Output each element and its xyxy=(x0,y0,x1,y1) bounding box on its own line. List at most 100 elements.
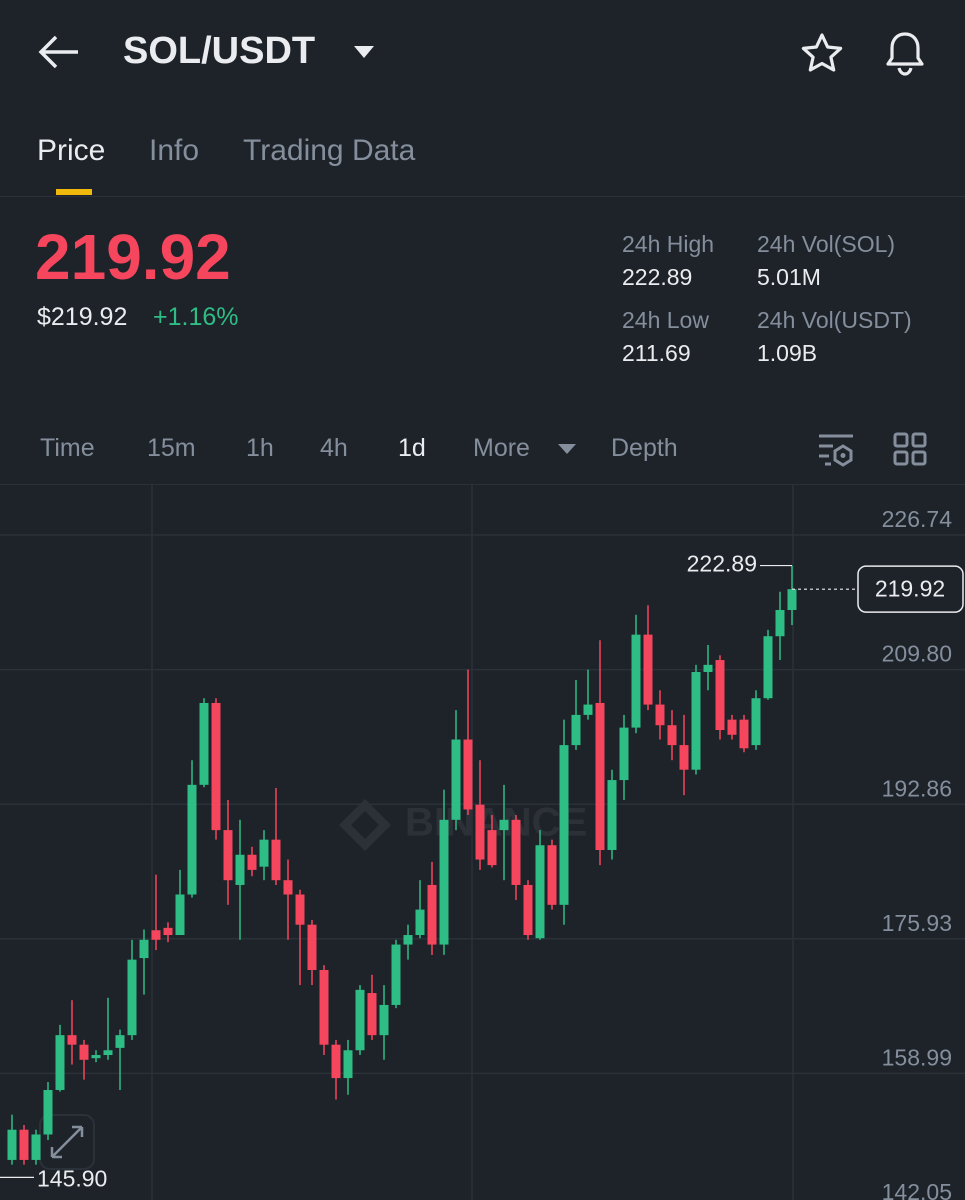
divider xyxy=(0,484,965,485)
candle-body xyxy=(739,719,749,749)
candle-body xyxy=(283,880,293,895)
more-dropdown[interactable] xyxy=(557,443,577,455)
candle-body xyxy=(571,714,581,746)
candle-body xyxy=(67,1035,77,1045)
candle-body xyxy=(487,830,497,866)
candle-body xyxy=(655,704,665,726)
candlestick-chart: BINANCE 226.74209.80192.86175.93158.9914… xyxy=(0,485,965,1200)
candle-body xyxy=(199,702,209,785)
candle-body xyxy=(775,610,785,637)
candle-body xyxy=(667,725,677,746)
candle-body xyxy=(643,634,653,705)
candle-body xyxy=(91,1055,101,1059)
candle-body xyxy=(79,1044,89,1060)
favorite-icon[interactable] xyxy=(800,32,844,76)
candle-body xyxy=(475,804,485,860)
divider xyxy=(0,196,965,197)
candle-body xyxy=(355,989,365,1051)
candle-body xyxy=(751,698,761,746)
y-tick-label: 226.74 xyxy=(882,506,953,532)
interval[interactable]: Depth xyxy=(611,434,678,462)
interval[interactable]: More xyxy=(473,434,530,462)
candle-body xyxy=(535,845,545,939)
candle-body xyxy=(367,993,377,1036)
candle-body xyxy=(511,819,521,885)
last-price: 219.92 xyxy=(35,221,231,293)
candle-body xyxy=(787,589,797,611)
candle-body xyxy=(139,939,149,959)
candle-body xyxy=(703,664,713,672)
candle-body xyxy=(631,634,641,728)
candle-body xyxy=(451,739,461,820)
candle-body xyxy=(439,819,449,945)
candle-body xyxy=(607,780,617,850)
back-button[interactable] xyxy=(38,34,80,70)
tab-indicator xyxy=(56,189,92,195)
candle-body xyxy=(727,719,737,735)
stat-label: 24h Vol(SOL) xyxy=(757,231,896,257)
interval[interactable]: 1d xyxy=(398,434,426,462)
interval[interactable]: 15m xyxy=(147,434,196,462)
candle-body xyxy=(43,1089,53,1135)
candle-body xyxy=(319,969,329,1045)
candle-body xyxy=(391,944,401,1005)
candle-body xyxy=(559,745,569,905)
stat-value: 211.69 xyxy=(622,340,691,366)
candle-body xyxy=(163,927,173,936)
indicator-icon[interactable] xyxy=(817,432,855,468)
candle-body xyxy=(307,924,317,970)
candle-body xyxy=(31,1134,41,1160)
tab[interactable]: Info xyxy=(149,134,200,167)
candle-body xyxy=(259,839,269,867)
candle-body xyxy=(295,894,305,925)
candle-body xyxy=(523,884,533,936)
low-marker-label: 145.90 xyxy=(37,1165,107,1191)
pair-dropdown[interactable] xyxy=(352,44,376,60)
pair-title[interactable]: SOL/USDT xyxy=(123,30,316,72)
high-marker-label: 222.89 xyxy=(687,551,757,577)
candle-body xyxy=(151,930,161,940)
layout-icon[interactable] xyxy=(893,432,927,466)
candle-body xyxy=(271,839,281,881)
candle-body xyxy=(463,739,473,810)
candle-body xyxy=(595,702,605,850)
candle-body xyxy=(211,702,221,831)
stat-value: 222.89 xyxy=(622,264,693,290)
candle-body xyxy=(175,894,185,936)
interval[interactable]: 4h xyxy=(320,434,348,462)
candle-body xyxy=(763,636,773,699)
candle-body xyxy=(691,671,701,770)
candle-body xyxy=(115,1035,125,1048)
candle-body xyxy=(619,727,629,781)
stat-value: 5.01M xyxy=(757,264,821,290)
candle-body xyxy=(19,1129,29,1160)
y-tick-label: 209.80 xyxy=(882,641,952,667)
tab[interactable]: Price xyxy=(37,134,106,167)
last-price-box xyxy=(857,565,964,613)
stat-label: 24h Low xyxy=(622,307,709,333)
tab[interactable]: Trading Data xyxy=(243,134,416,167)
candle-body xyxy=(679,745,689,770)
candle-body xyxy=(379,1004,389,1036)
candle-body xyxy=(127,959,137,1036)
y-tick-label: 175.93 xyxy=(882,910,952,936)
candle-body xyxy=(427,884,437,945)
alert-icon[interactable] xyxy=(882,30,928,76)
y-tick-label: 192.86 xyxy=(882,775,952,801)
interval[interactable]: Time xyxy=(40,434,95,462)
candle-body xyxy=(547,845,557,905)
y-tick-label: 142.05 xyxy=(882,1179,952,1200)
candle-body xyxy=(235,854,245,885)
candle-body xyxy=(583,704,593,715)
candle-body xyxy=(343,1050,353,1079)
stat-label: 24h Vol(USDT) xyxy=(757,307,912,333)
candle-body xyxy=(715,660,725,730)
candle-body xyxy=(247,854,257,870)
price-change: +1.16% xyxy=(153,303,239,331)
y-tick-label: 158.99 xyxy=(882,1044,952,1070)
candle-body xyxy=(331,1044,341,1079)
last-price-label: 219.92 xyxy=(875,575,945,601)
interval[interactable]: 1h xyxy=(246,434,274,462)
candle-body xyxy=(103,1050,113,1056)
